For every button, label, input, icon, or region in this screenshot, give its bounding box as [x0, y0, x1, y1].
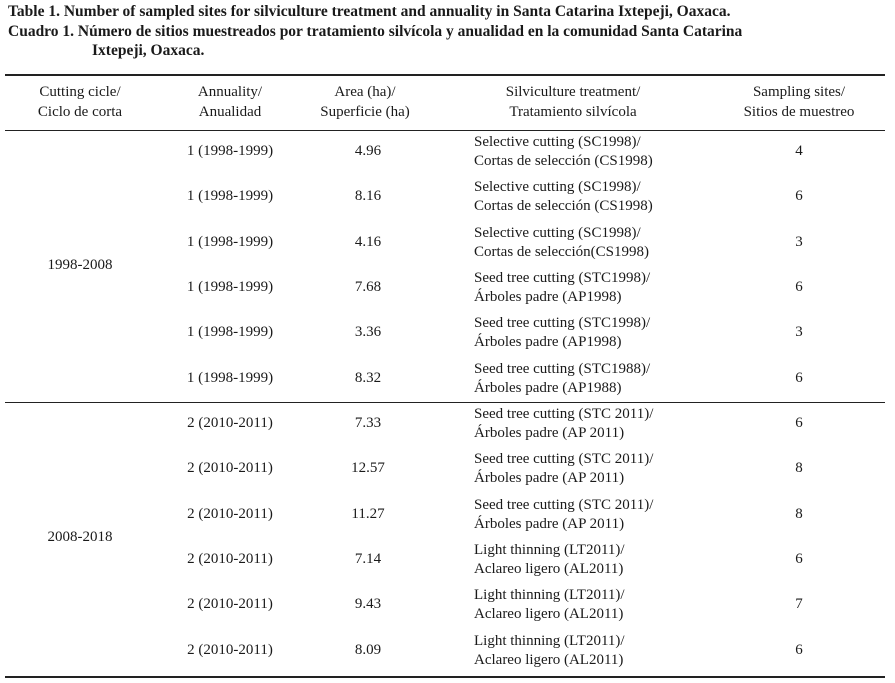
header-rule — [5, 130, 885, 131]
column-header: Ciclo de corta — [37, 104, 123, 120]
treatment-cell: Light thinning (LT2011)/ — [474, 632, 625, 649]
table-subtitle: Cuadro 1. Número de sitios muestreados p… — [8, 23, 743, 40]
area-cell: 11.27 — [351, 505, 385, 522]
treatment-cell: Aclareo ligero (AL2011) — [474, 651, 624, 668]
sites-cell: 6 — [795, 641, 803, 658]
treatment-cell: Seed tree cutting (STC 2011)/ — [474, 496, 654, 513]
annuality-cell: 1 (1998-1999) — [186, 324, 274, 341]
sites-cell: 8 — [795, 460, 803, 477]
annuality-cell: 2 (2010-2011) — [187, 641, 273, 658]
column-header: Area (ha)/ — [334, 84, 396, 100]
treatment-cell: Árboles padre (AP 2011) — [474, 425, 625, 441]
column-header: Anualidad — [198, 104, 262, 120]
treatment-cell: Light thinning (LT2011)/ — [474, 541, 625, 558]
group-rule — [5, 402, 885, 403]
area-cell: 3.36 — [354, 324, 382, 341]
treatment-cell: Light thinning (LT2011)/ — [474, 587, 625, 604]
column-header: Annuality/ — [197, 84, 263, 100]
sites-cell: 7 — [795, 596, 803, 613]
treatment-cell: Aclareo ligero (AL2011) — [474, 560, 624, 577]
annuality-cell: 1 (1998-1999) — [186, 233, 274, 250]
bottom-rule — [5, 676, 885, 678]
treatment-cell: Seed tree cutting (STC1988)/ — [474, 360, 651, 377]
area-cell: 4.16 — [354, 233, 382, 250]
treatment-cell: Árboles padre (AP 2011) — [474, 515, 625, 532]
treatment-cell: Seed tree cutting (STC1998)/ — [474, 269, 651, 286]
cycle-label: 2008-2018 — [47, 529, 113, 546]
sites-cell: 6 — [795, 278, 803, 295]
treatment-cell: Árboles padre (AP1998) — [474, 334, 622, 351]
sites-cell: 6 — [795, 369, 803, 386]
treatment-cell: Árboles padre (AP1988) — [474, 379, 622, 396]
treatment-cell: Cortas de selección(CS1998) — [474, 243, 649, 260]
area-cell: 9.43 — [354, 596, 382, 613]
sites-cell: 6 — [795, 188, 803, 205]
sites-cell: 6 — [795, 550, 803, 567]
area-cell: 7.33 — [354, 415, 382, 431]
annuality-cell: 2 (2010-2011) — [187, 415, 273, 431]
treatment-cell: Aclareo ligero (AL2011) — [474, 606, 624, 623]
annuality-cell: 2 (2010-2011) — [187, 596, 273, 613]
treatment-cell: Cortas de selección (CS1998) — [474, 198, 653, 215]
column-header: Superficie (ha) — [320, 104, 410, 120]
area-cell: 4.96 — [354, 143, 382, 159]
treatment-cell: Seed tree cutting (STC1998)/ — [474, 315, 651, 332]
top-rule — [5, 74, 885, 76]
table-subtitle: Ixtepeji, Oaxaca. — [92, 42, 205, 59]
annuality-cell: 1 (1998-1999) — [186, 143, 274, 159]
cycle-label: 1998-2008 — [47, 257, 113, 274]
sites-cell: 8 — [795, 505, 803, 522]
treatment-cell: Cortas de selección (CS1998) — [474, 153, 653, 169]
table-title: Table 1. Number of sampled sites for sil… — [8, 3, 731, 20]
column-header: Sitios de muestreo — [743, 104, 855, 120]
column-header: Tratamiento silvícola — [509, 104, 637, 120]
column-header: Sampling sites/ — [752, 84, 846, 100]
annuality-cell: 2 (2010-2011) — [187, 460, 273, 477]
annuality-cell: 1 (1998-1999) — [186, 369, 274, 386]
column-header: Cutting cicle/ — [39, 84, 121, 100]
treatment-cell: Árboles padre (AP1998) — [474, 288, 622, 305]
annuality-cell: 1 (1998-1999) — [186, 278, 274, 295]
area-cell: 8.32 — [354, 369, 382, 386]
area-cell: 7.14 — [354, 550, 382, 567]
treatment-cell: Seed tree cutting (STC 2011)/ — [474, 406, 654, 422]
annuality-cell: 2 (2010-2011) — [187, 550, 273, 567]
treatment-cell: Selective cutting (SC1998)/ — [474, 134, 641, 150]
area-cell: 8.09 — [354, 641, 382, 658]
treatment-cell: Seed tree cutting (STC 2011)/ — [474, 451, 654, 468]
area-cell: 12.57 — [351, 460, 385, 477]
treatment-cell: Selective cutting (SC1998)/ — [474, 179, 641, 196]
annuality-cell: 2 (2010-2011) — [187, 505, 273, 522]
annuality-cell: 1 (1998-1999) — [186, 188, 274, 205]
column-header: Silviculture treatment/ — [505, 84, 641, 100]
area-cell: 8.16 — [354, 188, 382, 205]
sites-cell: 3 — [795, 324, 803, 341]
sites-cell: 4 — [795, 143, 803, 159]
sites-cell: 3 — [795, 233, 803, 250]
area-cell: 7.68 — [354, 278, 382, 295]
treatment-cell: Selective cutting (SC1998)/ — [474, 224, 641, 241]
sites-cell: 6 — [795, 415, 803, 431]
treatment-cell: Árboles padre (AP 2011) — [474, 470, 625, 487]
